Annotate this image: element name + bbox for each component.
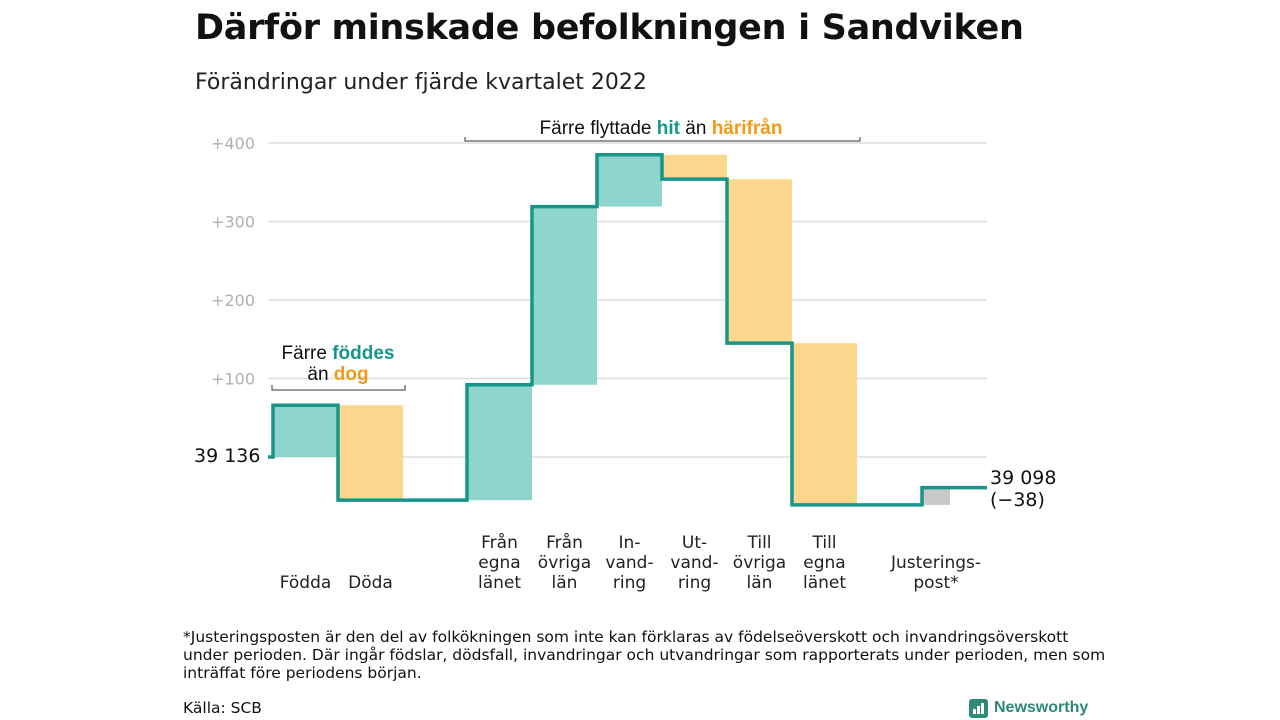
migration-annotation: Färre flyttade hit än härifrån <box>464 118 861 142</box>
bar-invandring <box>597 154 662 207</box>
bar-justeringspost- <box>922 487 950 505</box>
source-note: Källa: SCB <box>183 699 262 717</box>
migration-annotation-text: Färre flyttade hit än härifrån <box>540 118 783 139</box>
category-label: In-vand-ring <box>605 533 653 593</box>
bar-från-egna-länet <box>467 384 532 501</box>
bar-döda <box>338 405 403 501</box>
bar-chart-logo-icon <box>969 698 988 718</box>
bars <box>273 154 950 505</box>
category-label: Justerings-post* <box>890 553 981 593</box>
category-label: Från egna länet <box>478 532 521 593</box>
bar-till-egna-länet <box>792 343 857 505</box>
birth-annotation-line1: Färre föddes <box>282 343 395 364</box>
bar-födda <box>273 405 338 457</box>
chart-subtitle: Förändringar under fjärde kvartalet 2022 <box>195 70 647 95</box>
bar-till-övriga-län <box>727 179 792 344</box>
category-label: Från övriga län <box>538 532 591 593</box>
brand-name: Newsworthy <box>994 699 1089 716</box>
start-value-label: 39 136 <box>194 445 260 467</box>
category-label: Födda <box>280 573 332 593</box>
category-label: Döda <box>348 573 393 593</box>
bar-utvandring <box>662 154 727 180</box>
y-tick-label: +100 <box>211 370 255 389</box>
category-label: Till egna länet <box>803 533 846 593</box>
category-label: Ut-vand-ring <box>670 533 718 593</box>
y-tick-label: +300 <box>211 213 255 232</box>
category-labels: Födda Döda Från egna länet Från övriga län In-va… <box>280 532 981 593</box>
chart-title: Därför minskade befolkningen i Sandviken <box>195 8 1024 48</box>
y-tick-label: +200 <box>211 291 255 310</box>
migration-bracket <box>464 137 861 142</box>
footnote: *Justeringsposten är den del av folkökni… <box>183 628 1106 682</box>
y-axis-ticks: +100 +200 +300 +400 <box>211 134 255 389</box>
birth-death-bracket <box>271 385 406 391</box>
population-step-line <box>268 153 987 507</box>
category-label: Till övriga län <box>733 533 786 593</box>
birth-death-annotation: Färre föddes än dog <box>271 343 406 391</box>
brand-logo: Newsworthy <box>969 697 1088 719</box>
bar-från-övriga-län <box>532 206 597 385</box>
y-tick-label: +400 <box>211 134 255 153</box>
birth-annotation-line2: än dog <box>307 364 368 385</box>
end-change-label: (−38) <box>990 489 1045 511</box>
end-value-label: 39 098 <box>990 467 1056 489</box>
